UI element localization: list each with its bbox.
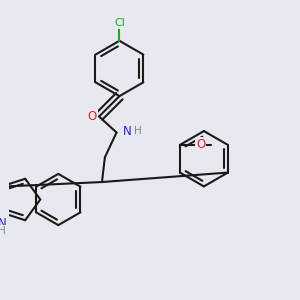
Text: O: O: [196, 138, 205, 152]
Text: N: N: [123, 124, 132, 138]
Text: H: H: [134, 126, 142, 136]
Text: N: N: [0, 217, 7, 230]
Text: H: H: [0, 226, 6, 236]
Text: O: O: [87, 110, 96, 123]
Text: Cl: Cl: [114, 18, 125, 28]
